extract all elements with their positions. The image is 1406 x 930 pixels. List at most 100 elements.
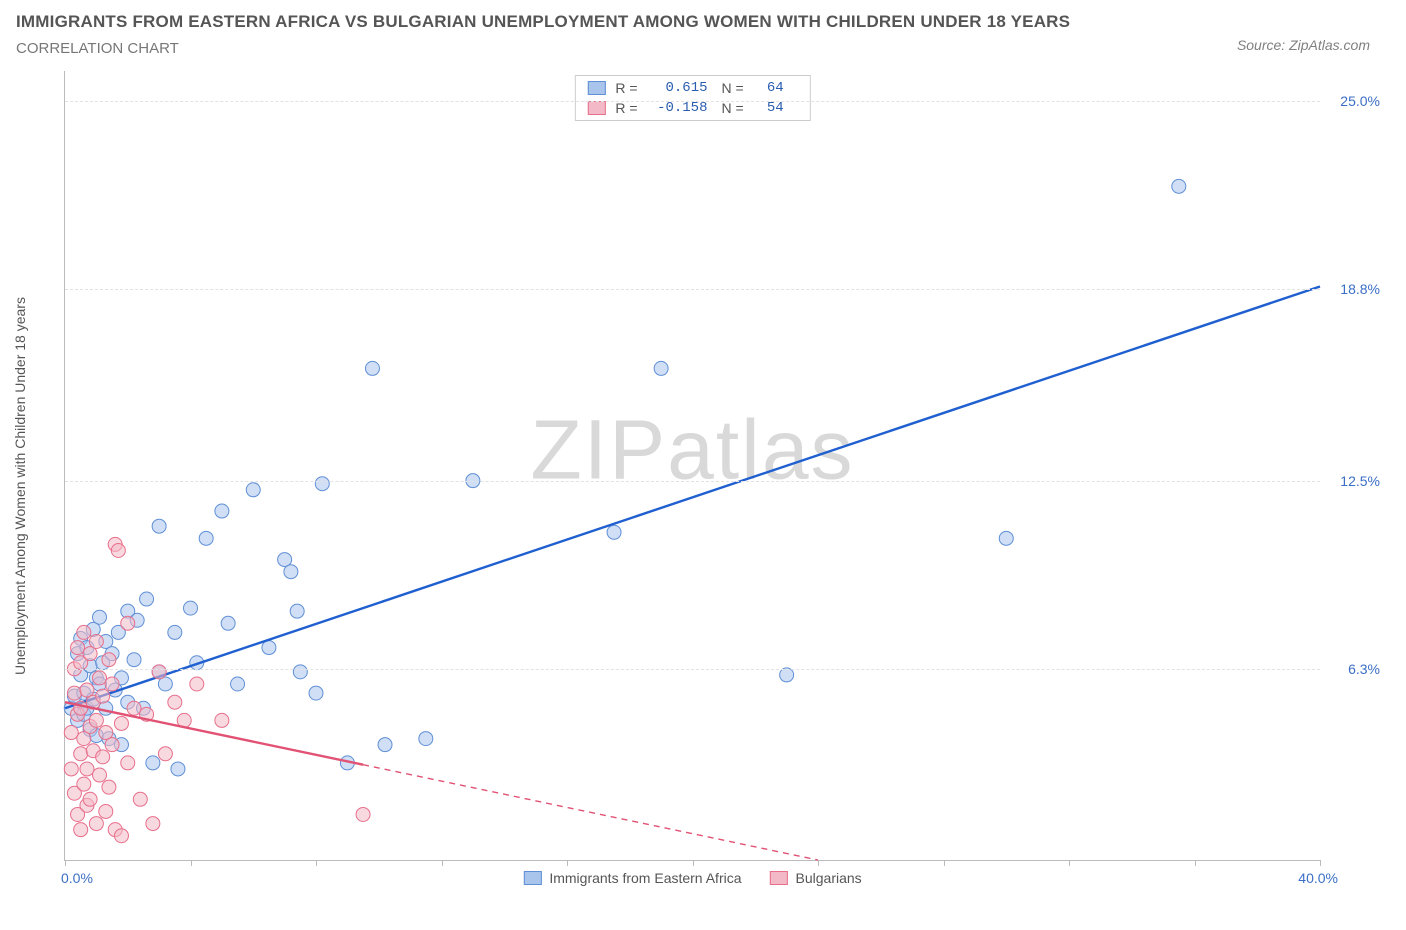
gridline xyxy=(65,101,1320,102)
legend-series-name: Bulgarians xyxy=(796,870,862,886)
data-point xyxy=(293,665,307,679)
data-point xyxy=(89,713,103,727)
x-axis-max-label: 40.0% xyxy=(1298,870,1338,886)
data-point xyxy=(64,726,78,740)
legend-series-item: Bulgarians xyxy=(770,870,862,886)
gridline xyxy=(65,481,1320,482)
x-tick xyxy=(1320,860,1321,866)
chart-title: IMMIGRANTS FROM EASTERN AFRICA VS BULGAR… xyxy=(16,12,1070,32)
data-point xyxy=(999,531,1013,545)
data-point xyxy=(102,653,116,667)
source-name: ZipAtlas.com xyxy=(1289,37,1370,53)
data-point xyxy=(93,768,107,782)
x-tick xyxy=(944,860,945,866)
y-tick-label: 12.5% xyxy=(1340,473,1380,489)
legend-series-item: Immigrants from Eastern Africa xyxy=(523,870,741,886)
x-tick xyxy=(191,860,192,866)
data-point xyxy=(74,823,88,837)
chart-subtitle: CORRELATION CHART xyxy=(16,40,1070,57)
x-tick xyxy=(818,860,819,866)
y-axis-label: Unemployment Among Women with Children U… xyxy=(12,297,28,675)
data-point xyxy=(1172,179,1186,193)
data-point xyxy=(74,747,88,761)
plot-area: ZIPatlas R =0.615N =64R =-0.158N =54 6.3… xyxy=(64,71,1320,861)
legend-series: Immigrants from Eastern Africa Bulgarians xyxy=(523,870,861,886)
data-point xyxy=(99,804,113,818)
data-point xyxy=(89,635,103,649)
trend-line-dashed xyxy=(363,765,818,860)
data-point xyxy=(93,610,107,624)
data-point xyxy=(121,616,135,630)
data-point xyxy=(152,519,166,533)
x-tick xyxy=(693,860,694,866)
data-point xyxy=(111,543,125,557)
data-point xyxy=(146,817,160,831)
data-point xyxy=(221,616,235,630)
data-point xyxy=(89,817,103,831)
x-axis-min-label: 0.0% xyxy=(61,870,93,886)
data-point xyxy=(231,677,245,691)
trend-line xyxy=(65,286,1320,708)
data-point xyxy=(114,829,128,843)
x-tick xyxy=(1069,860,1070,866)
source-prefix: Source: xyxy=(1237,37,1289,53)
x-tick xyxy=(442,860,443,866)
x-tick xyxy=(567,860,568,866)
data-point xyxy=(80,762,94,776)
data-point xyxy=(356,807,370,821)
data-point xyxy=(158,747,172,761)
correlation-chart: Unemployment Among Women with Children U… xyxy=(16,71,1390,901)
data-point xyxy=(419,732,433,746)
data-point xyxy=(315,477,329,491)
x-tick xyxy=(1195,860,1196,866)
data-point xyxy=(607,525,621,539)
data-point xyxy=(378,738,392,752)
y-tick-label: 25.0% xyxy=(1340,93,1380,109)
data-point xyxy=(127,701,141,715)
data-point xyxy=(190,677,204,691)
data-point xyxy=(77,625,91,639)
y-tick-label: 18.8% xyxy=(1340,281,1380,297)
data-point xyxy=(114,716,128,730)
data-point xyxy=(290,604,304,618)
data-point xyxy=(105,738,119,752)
gridline xyxy=(65,669,1320,670)
data-point xyxy=(105,677,119,691)
data-point xyxy=(246,483,260,497)
data-point xyxy=(199,531,213,545)
data-point xyxy=(67,686,81,700)
data-point xyxy=(64,762,78,776)
data-point xyxy=(171,762,185,776)
x-tick xyxy=(65,860,66,866)
data-point xyxy=(140,592,154,606)
data-point xyxy=(284,565,298,579)
data-point xyxy=(96,750,110,764)
data-point xyxy=(780,668,794,682)
x-tick xyxy=(316,860,317,866)
legend-swatch xyxy=(770,871,788,885)
source-attribution: Source: ZipAtlas.com xyxy=(1237,37,1390,57)
data-point xyxy=(262,641,276,655)
data-point xyxy=(133,792,147,806)
data-point xyxy=(102,780,116,794)
data-point xyxy=(83,792,97,806)
data-point xyxy=(93,671,107,685)
data-point xyxy=(309,686,323,700)
data-point xyxy=(654,361,668,375)
data-point xyxy=(215,504,229,518)
data-point xyxy=(71,641,85,655)
data-point xyxy=(121,756,135,770)
data-point xyxy=(127,653,141,667)
data-point xyxy=(184,601,198,615)
data-point xyxy=(168,625,182,639)
data-point xyxy=(365,361,379,375)
data-point xyxy=(77,777,91,791)
data-point xyxy=(215,713,229,727)
plot-svg xyxy=(65,71,1320,860)
data-point xyxy=(168,695,182,709)
data-point xyxy=(146,756,160,770)
data-point xyxy=(96,689,110,703)
gridline xyxy=(65,289,1320,290)
data-point xyxy=(152,665,166,679)
y-tick-label: 6.3% xyxy=(1348,661,1380,677)
